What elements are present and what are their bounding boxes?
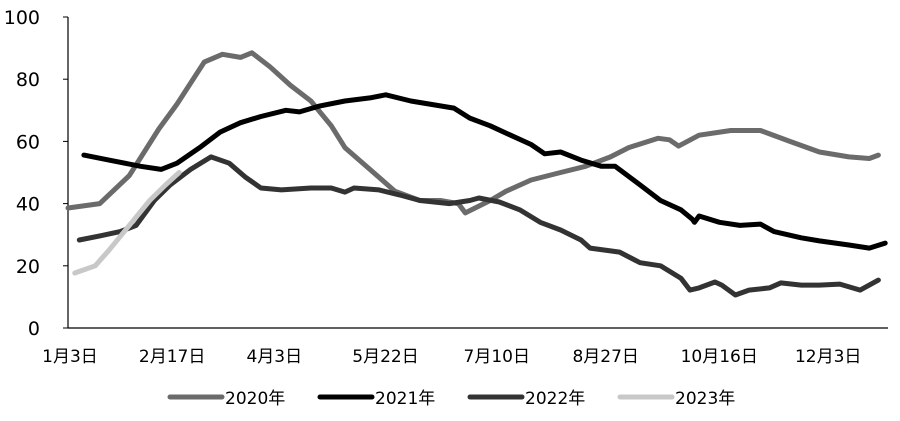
series-line-2022: [76, 154, 881, 298]
x-tick-label: 4月3日: [246, 347, 302, 367]
legend-item: 2022年: [467, 389, 585, 409]
series-lines: [65, 50, 888, 298]
x-tick-label: 8月27日: [572, 347, 638, 367]
x-tick-label: 5月22日: [352, 347, 418, 367]
legend-label: 2023年: [675, 389, 735, 409]
y-tick-label: 80: [16, 69, 40, 91]
x-tick-label: 12月3日: [795, 347, 861, 367]
legend-label: 2020年: [225, 389, 285, 409]
legend-item: 2023年: [617, 389, 735, 409]
y-tick-label: 60: [16, 131, 40, 153]
series-line-2023: [72, 170, 182, 276]
x-tick-label: 10月16日: [681, 347, 758, 367]
legend: 2020年 2021年 2022年 2023年: [167, 389, 735, 409]
y-tick-label: 0: [28, 318, 40, 340]
x-tick-label: 2月17日: [139, 347, 205, 367]
axes: [67, 17, 888, 329]
legend-item: 2020年: [167, 389, 285, 409]
x-tick-label: 7月10日: [464, 347, 530, 367]
y-axis-ticks: 0 20 40 60 80 100: [4, 7, 68, 340]
series-line-2021: [81, 92, 888, 251]
series-line-2020: [65, 50, 881, 216]
y-tick-label: 100: [4, 7, 40, 29]
x-axis-ticks: 1月3日 2月17日 4月3日 5月22日 7月10日 8月27日 10月16日 12月3日: [42, 347, 861, 367]
legend-item: 2021年: [317, 389, 435, 409]
legend-label: 2021年: [375, 389, 435, 409]
y-tick-label: 40: [16, 194, 40, 216]
legend-label: 2022年: [525, 389, 585, 409]
y-tick-label: 20: [16, 256, 40, 278]
x-tick-label: 1月3日: [42, 347, 98, 367]
